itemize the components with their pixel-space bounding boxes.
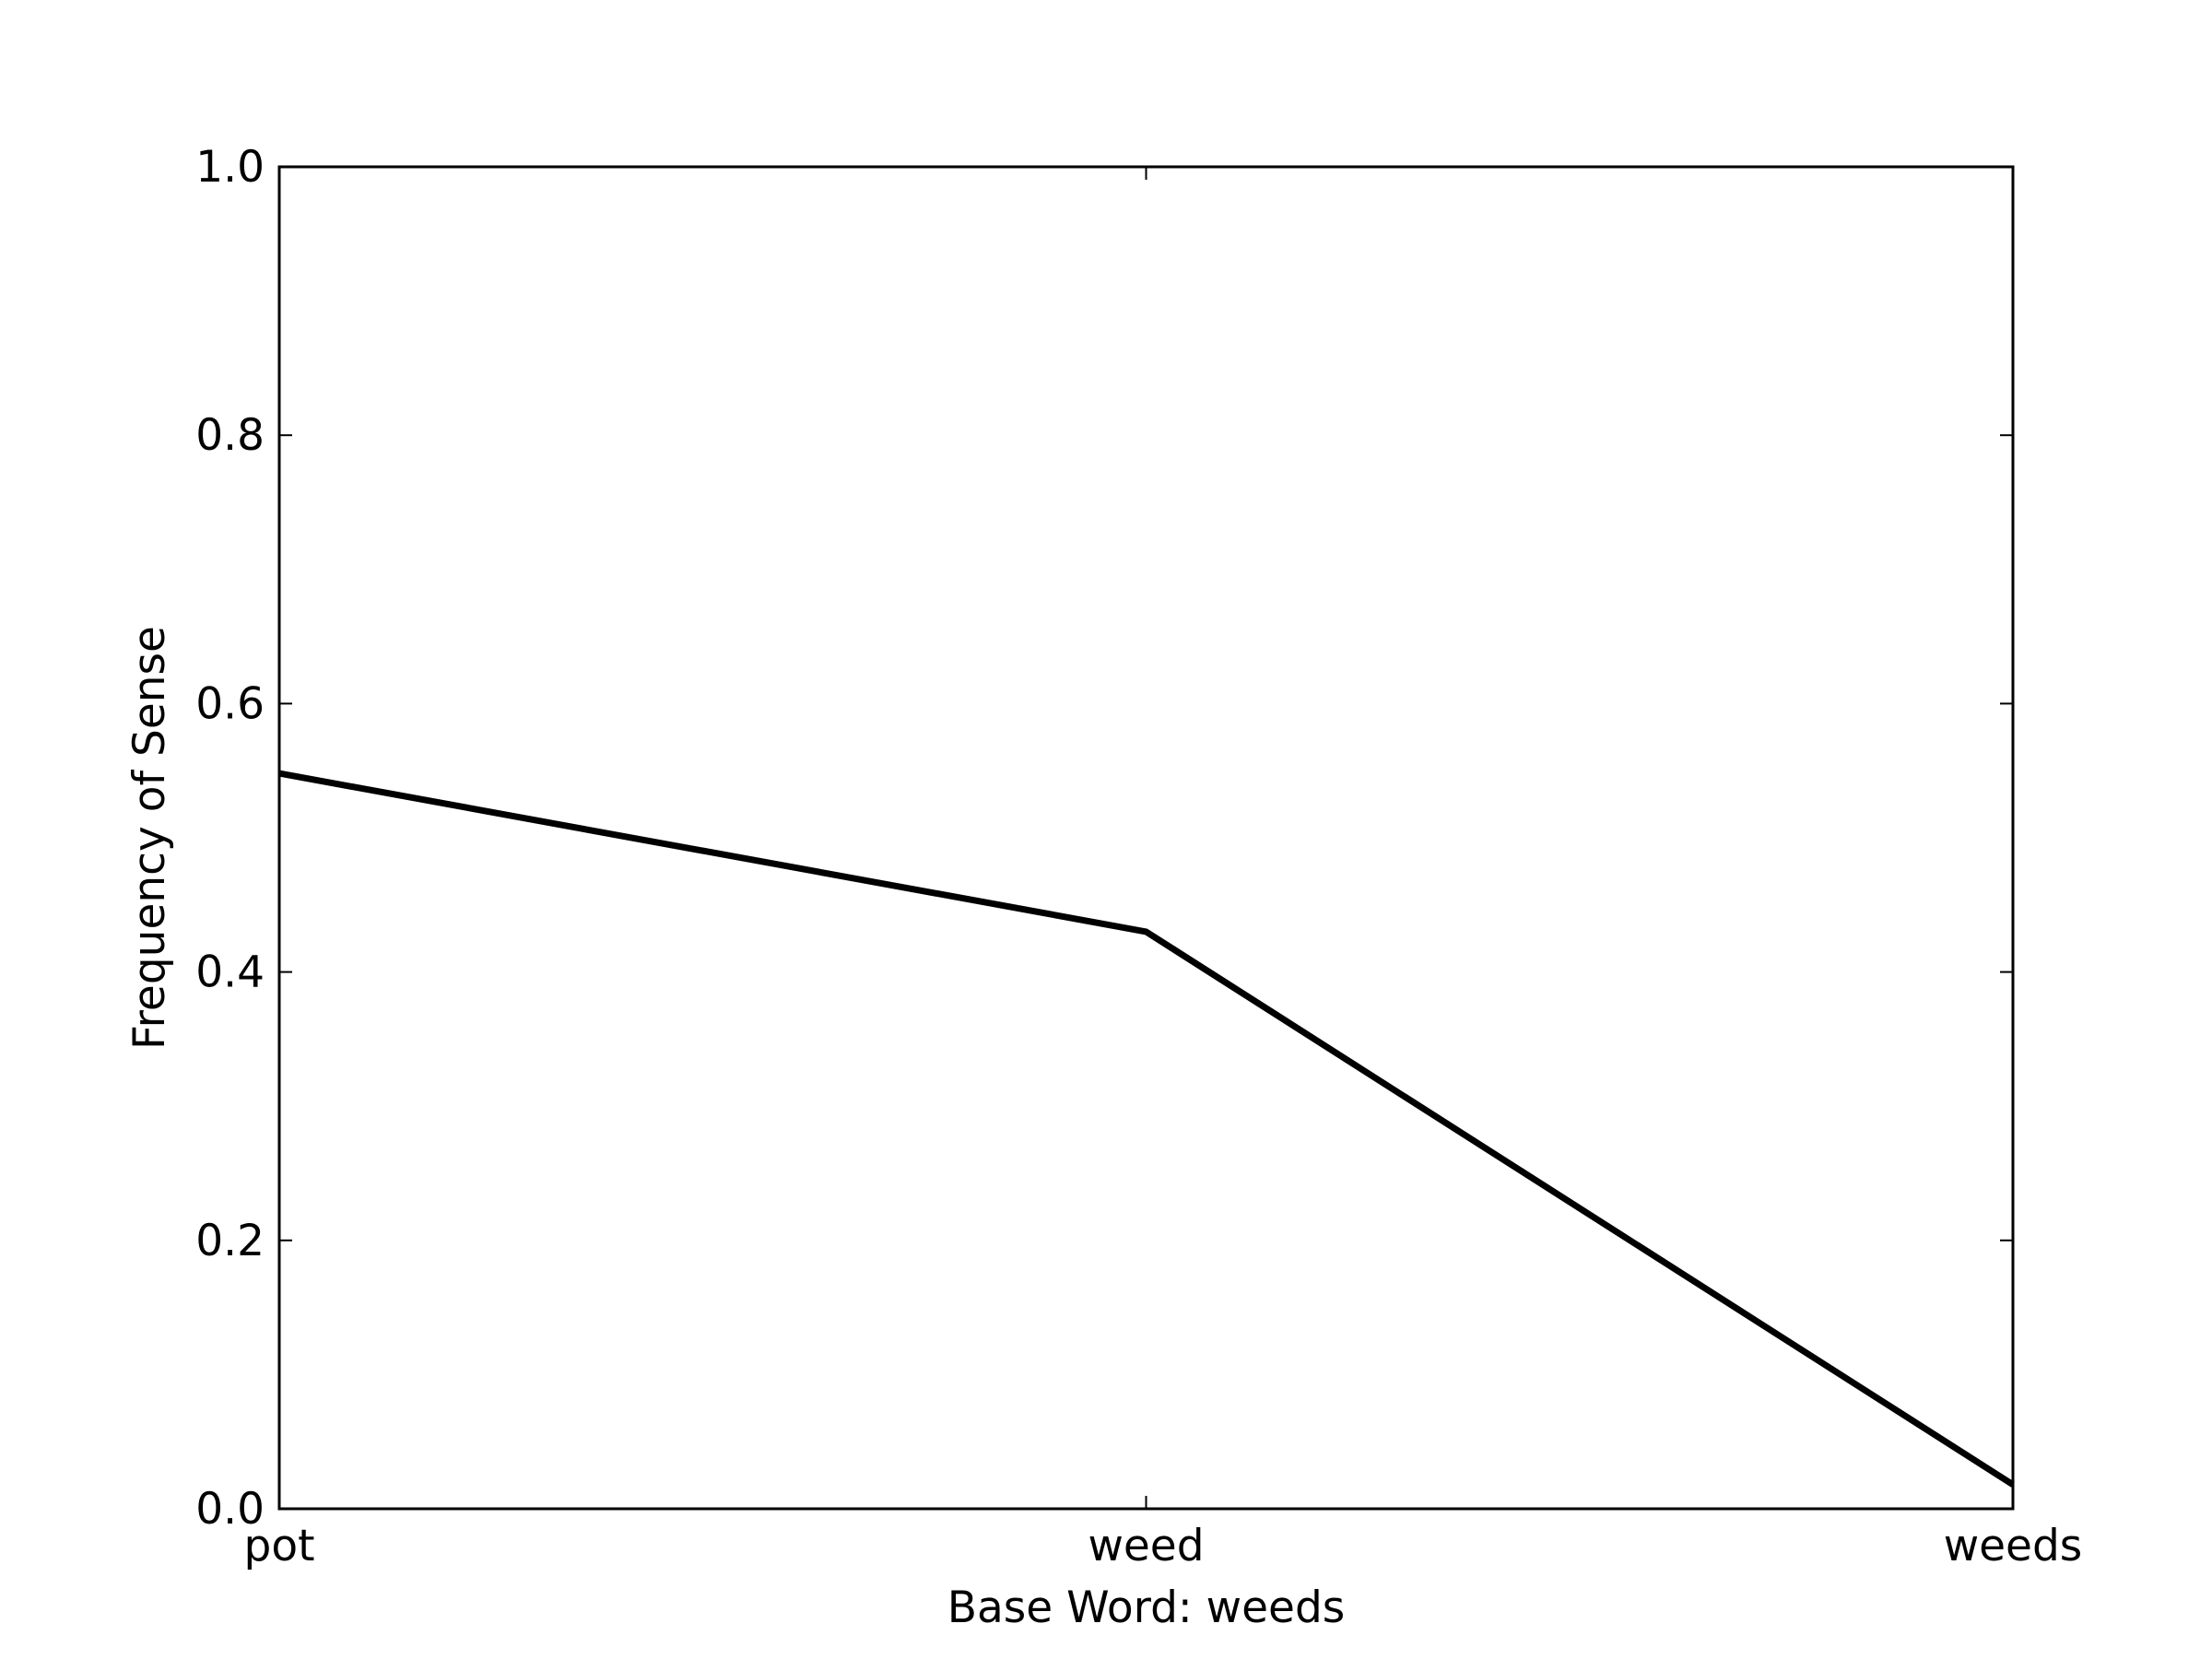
x-tick-label-weeds: weeds [1944,1521,2083,1571]
x-axis-ticks: pot weed weeds [243,167,2082,1571]
y-tick-label: 1.0 [195,142,265,193]
x-tick-label-pot: pot [243,1521,314,1571]
y-axis-label: Frequency of Sense [124,626,175,1050]
plot-frame [277,165,2015,1511]
y-tick-label: 0.0 [195,1484,265,1535]
plot-background [279,167,2013,1509]
y-tick-label: 0.4 [195,947,265,998]
y-tick-label: 0.6 [195,678,265,729]
y-axis-ticks: 0.0 0.2 0.4 0.6 0.8 1.0 [195,142,2013,1535]
x-axis-label: Base Word: weeds [947,1583,1346,1633]
y-tick-label: 0.2 [195,1216,265,1266]
y-tick-label: 0.8 [195,410,265,461]
x-tick-label-weed: weed [1088,1521,1204,1571]
